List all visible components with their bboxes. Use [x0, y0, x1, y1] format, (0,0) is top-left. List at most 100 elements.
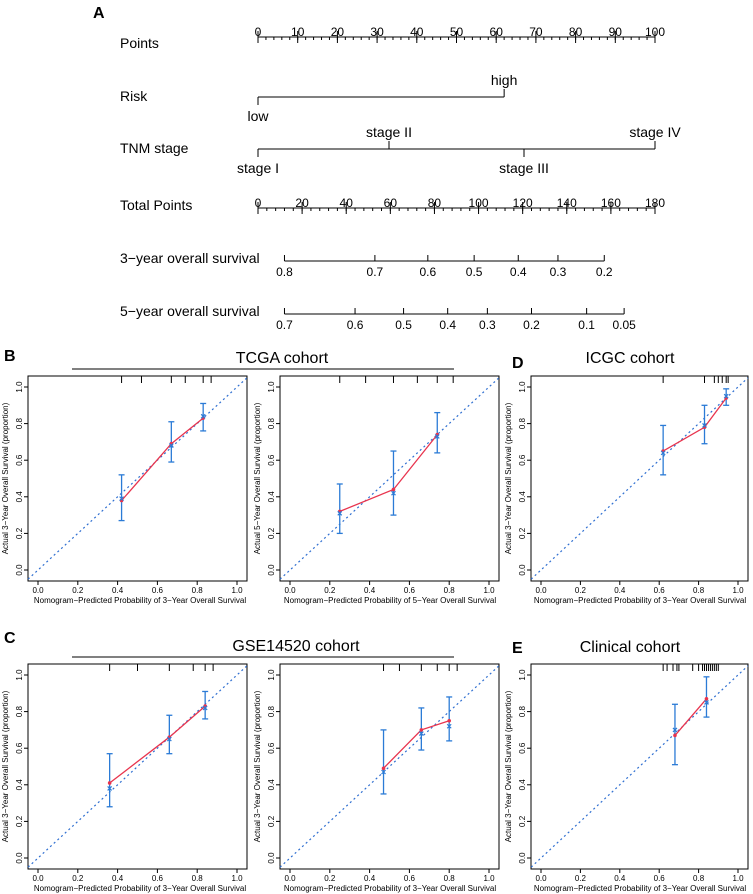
x-tick-label: 0.0: [535, 586, 547, 595]
calibration-plot-e: 0.00.00.20.20.40.40.60.60.80.81.01.0Nomo…: [504, 663, 749, 893]
nomogram-tick-label: 70: [529, 25, 543, 39]
bias-corrected-point: [200, 413, 206, 419]
x-tick-label: 0.2: [575, 874, 587, 883]
panel-label-a: A: [93, 5, 105, 22]
nomogram-tick-label: 0.7: [367, 265, 384, 279]
nomogram-tick-label: 0.2: [596, 265, 613, 279]
x-tick-label: 0.8: [444, 874, 456, 883]
y-tick-label: 0.8: [267, 417, 276, 429]
ideal-reference-line: [27, 377, 248, 580]
icgc-cohort-title: ICGC cohort: [586, 350, 675, 367]
y-tick-label: 0.2: [15, 815, 24, 827]
y-tick-label: 0.0: [267, 852, 276, 864]
plot-frame: [27, 375, 248, 582]
nomogram-tick-label: 40: [340, 196, 354, 210]
bias-corrected-point: [672, 727, 678, 733]
y-tick-label: 0.6: [15, 742, 24, 754]
x-tick-label: 0.6: [404, 874, 416, 883]
nomogram-tick-label: 0.5: [395, 318, 412, 332]
observed-point: [419, 728, 424, 732]
ideal-reference-line: [279, 665, 500, 868]
observed-calibration-line: [662, 397, 727, 452]
y-tick-label: 0.2: [15, 527, 24, 539]
y-axis-title: Actual 3−Year Overall Survival (proporti…: [1, 402, 10, 554]
observed-calibration-line: [383, 720, 450, 769]
y-tick-label: 0.6: [518, 742, 527, 754]
y-tick-label: 0.2: [518, 815, 527, 827]
y-tick-label: 0.2: [267, 815, 276, 827]
nomogram-tick-label: 160: [601, 196, 621, 210]
bias-corrected-point: [704, 700, 709, 705]
y-tick-label: 0.0: [15, 852, 24, 864]
x-tick-label: 0.4: [614, 586, 626, 595]
x-tick-label: 0.4: [364, 586, 376, 595]
x-axis-title: Nomogram−Predicted Probability of 3−Year…: [34, 596, 246, 605]
nomogram-tick-label: 20: [295, 196, 309, 210]
y-tick-label: 0.0: [267, 564, 276, 576]
x-axis-title: Nomogram−Predicted Probability of 3−Year…: [534, 884, 746, 893]
plot-frame: [27, 663, 248, 870]
nomogram-tick-label: 140: [557, 196, 577, 210]
gse-cohort-title: GSE14520 cohort: [232, 638, 360, 655]
y-tick-label: 0.4: [267, 491, 276, 503]
calibration-plot-c2: 0.00.00.20.20.40.40.60.60.80.81.01.0Nomo…: [253, 663, 500, 893]
nomogram-tick-label: 0.5: [466, 265, 483, 279]
y-tick-label: 0.6: [267, 742, 276, 754]
y-tick-label: 0.0: [518, 852, 527, 864]
panel-label-b: B: [4, 348, 16, 365]
nomogram-tick-label: 0.6: [419, 265, 436, 279]
tcga-cohort-title: TCGA cohort: [236, 350, 329, 367]
nomogram-row-label: Total Points: [120, 197, 192, 213]
x-tick-label: 0.6: [152, 874, 164, 883]
nomogram-tick-label: 0.1: [578, 318, 595, 332]
nomogram-tick-label: 120: [513, 196, 533, 210]
ideal-reference-line: [530, 665, 749, 868]
y-tick-label: 0.4: [267, 779, 276, 791]
nomogram-tick-label: 90: [609, 25, 623, 39]
ideal-reference-line: [530, 377, 749, 580]
y-tick-label: 1.0: [267, 381, 276, 393]
nomogram-tick-label: 0: [255, 25, 262, 39]
nomogram-tick-label: 0.8: [276, 265, 293, 279]
x-tick-label: 1.0: [483, 586, 495, 595]
x-tick-label: 0.4: [112, 586, 124, 595]
nomogram-row-label: 5−year overall survival: [120, 303, 260, 319]
nomogram: Points 0 10 20 30 40 50 60 70 80 90 100 Risk low high T…: [120, 25, 681, 332]
x-tick-label: 1.0: [732, 874, 744, 883]
x-axis-title: Nomogram−Predicted Probability of 5−Year…: [284, 596, 496, 605]
nomogram-level-label: stage IV: [629, 124, 681, 140]
nomogram-tick-label: 0.7: [276, 318, 293, 332]
calibration-plot-b2: 0.00.00.20.20.40.40.60.60.80.81.01.0Nomo…: [253, 375, 500, 605]
y-tick-label: 0.2: [267, 527, 276, 539]
nomogram-tick-label: 0.3: [550, 265, 567, 279]
plot-frame: [530, 663, 749, 870]
bias-corrected-point: [702, 423, 707, 428]
x-tick-label: 0.0: [284, 586, 296, 595]
nomogram-tick-label: 20: [331, 25, 345, 39]
y-tick-label: 0.0: [15, 564, 24, 576]
y-tick-label: 1.0: [15, 381, 24, 393]
x-tick-label: 0.6: [152, 586, 164, 595]
nomogram-tick-label: 0.2: [523, 318, 540, 332]
nomogram-tick-label: 100: [645, 25, 665, 39]
nomogram-tick-label: 0.4: [439, 318, 456, 332]
observed-calibration-line: [674, 698, 707, 736]
calibration-plot-c1: 0.00.00.20.20.40.40.60.60.80.81.01.0Nomo…: [1, 663, 248, 893]
bias-corrected-point: [391, 490, 396, 496]
clinical-cohort-title: Clinical cohort: [580, 639, 681, 656]
ideal-reference-line: [279, 377, 500, 580]
plot-frame: [279, 375, 500, 582]
ideal-reference-line: [27, 665, 248, 868]
y-tick-label: 1.0: [267, 669, 276, 681]
x-tick-label: 0.4: [614, 874, 626, 883]
nomogram-row-label: Risk: [120, 88, 148, 104]
x-tick-label: 0.2: [72, 586, 84, 595]
y-tick-label: 0.4: [518, 779, 527, 791]
y-axis-title: Actual 3−Year Overall Survival (proporti…: [1, 690, 10, 842]
x-tick-label: 1.0: [231, 586, 243, 595]
x-tick-label: 0.8: [192, 874, 204, 883]
x-tick-label: 0.4: [364, 874, 376, 883]
bias-corrected-point: [166, 736, 172, 742]
x-tick-label: 1.0: [732, 586, 744, 595]
